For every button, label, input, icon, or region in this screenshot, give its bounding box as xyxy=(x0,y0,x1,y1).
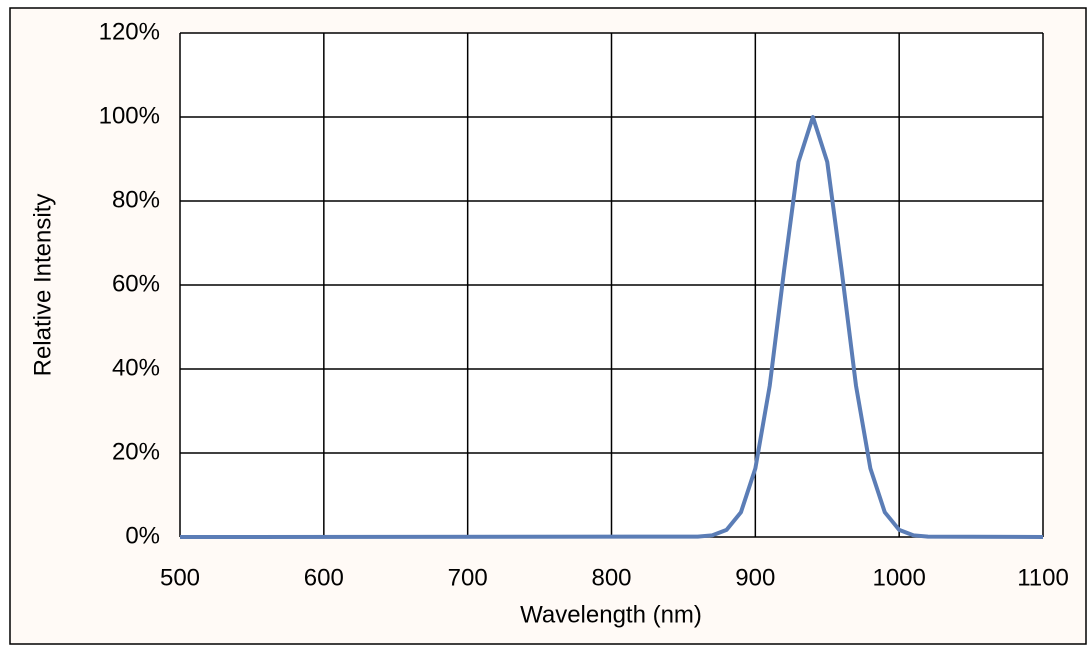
x-tick-label: 900 xyxy=(735,564,775,591)
y-tick-label: 20% xyxy=(112,438,160,465)
y-tick-label: 0% xyxy=(125,522,160,549)
y-tick-label: 60% xyxy=(112,270,160,297)
x-tick-label: 1000 xyxy=(872,564,925,591)
x-tick-label: 600 xyxy=(304,564,344,591)
data-line xyxy=(179,115,1044,539)
x-tick-label: 700 xyxy=(448,564,488,591)
x-tick-label: 800 xyxy=(591,564,631,591)
x-tick-label: 500 xyxy=(160,564,200,591)
x-tick-label: 1100 xyxy=(1017,564,1069,591)
y-axis-title: Relative Intensity xyxy=(29,194,56,377)
y-tick-label: 40% xyxy=(112,354,160,381)
y-tick-label: 80% xyxy=(112,186,160,213)
y-tick-label: 100% xyxy=(99,102,160,129)
x-axis-title: Wavelength (nm) xyxy=(520,601,702,628)
y-tick-label: 120% xyxy=(99,18,160,45)
